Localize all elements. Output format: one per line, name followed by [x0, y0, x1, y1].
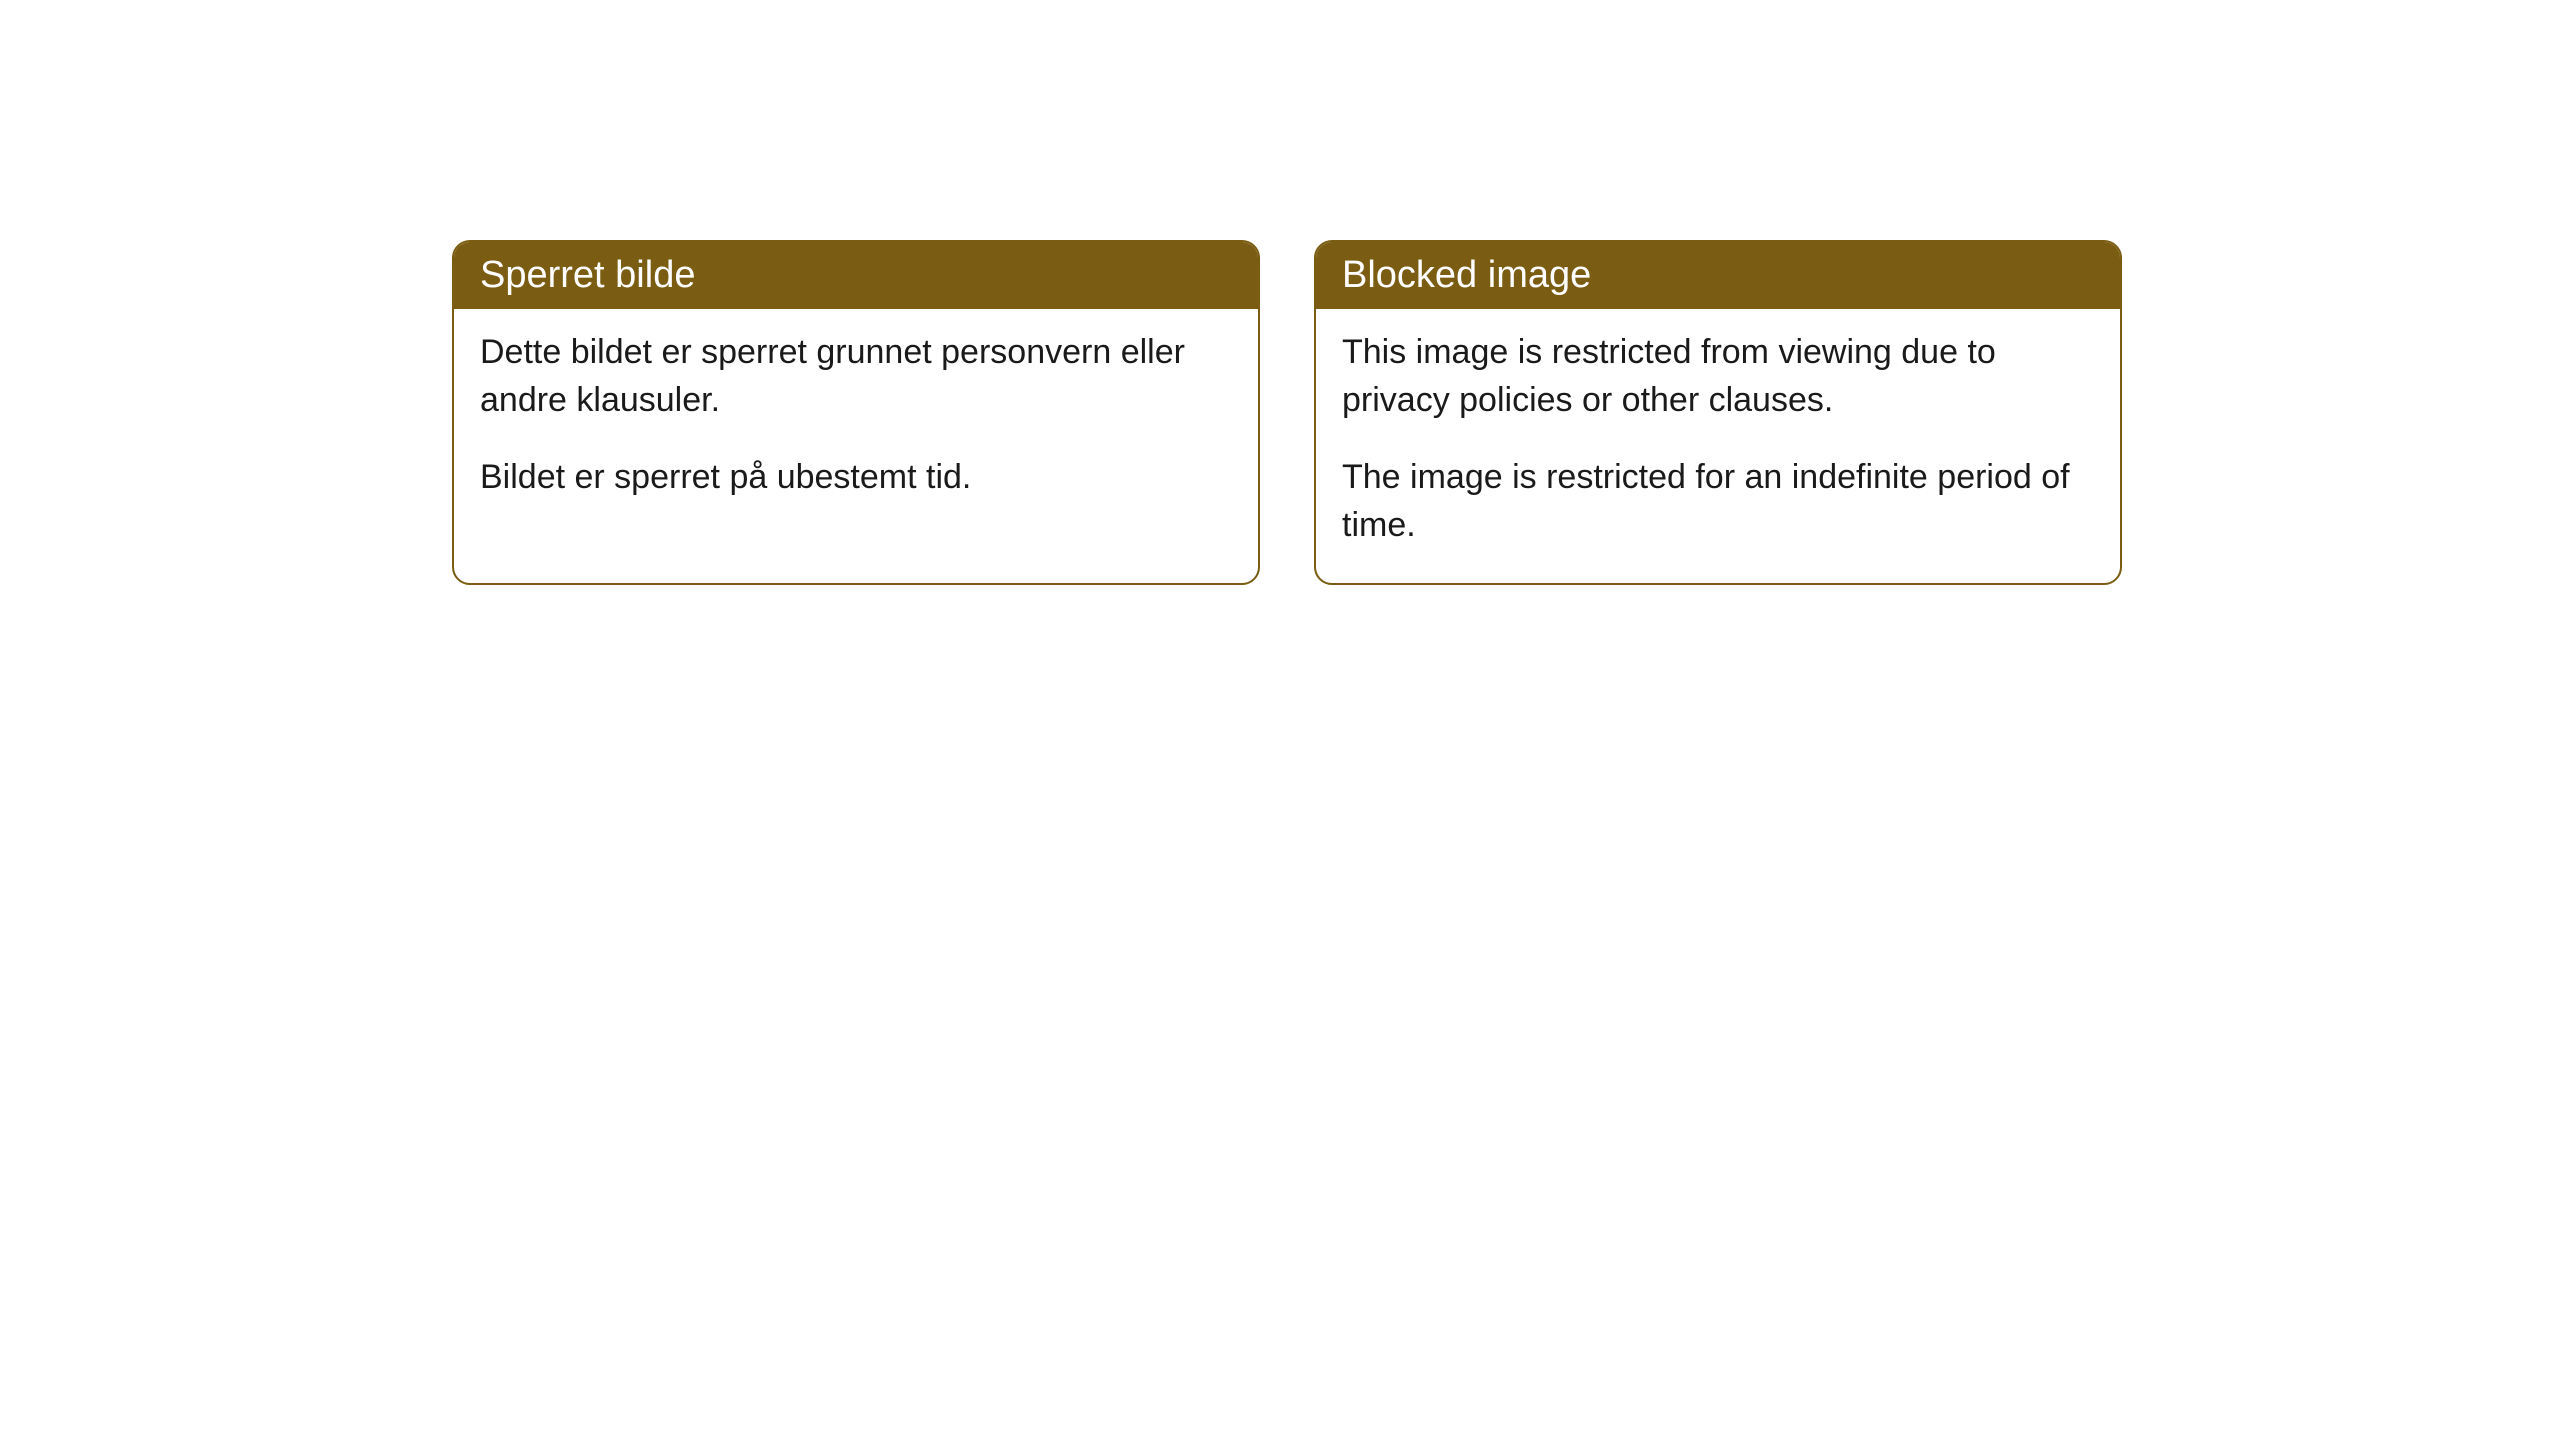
blocked-image-card-en: Blocked image This image is restricted f… — [1314, 240, 2122, 585]
card-header: Sperret bilde — [454, 242, 1258, 309]
card-paragraph: The image is restricted for an indefinit… — [1342, 454, 2094, 549]
card-paragraph: Bildet er sperret på ubestemt tid. — [480, 454, 1232, 502]
card-title: Sperret bilde — [480, 254, 695, 296]
card-paragraph: This image is restricted from viewing du… — [1342, 329, 2094, 424]
card-paragraph: Dette bildet er sperret grunnet personve… — [480, 329, 1232, 424]
blocked-image-card-no: Sperret bilde Dette bildet er sperret gr… — [452, 240, 1260, 585]
card-header: Blocked image — [1316, 242, 2120, 309]
card-body: This image is restricted from viewing du… — [1316, 309, 2120, 583]
card-title: Blocked image — [1342, 254, 1591, 296]
cards-container: Sperret bilde Dette bildet er sperret gr… — [452, 240, 2560, 585]
card-body: Dette bildet er sperret grunnet personve… — [454, 309, 1258, 536]
